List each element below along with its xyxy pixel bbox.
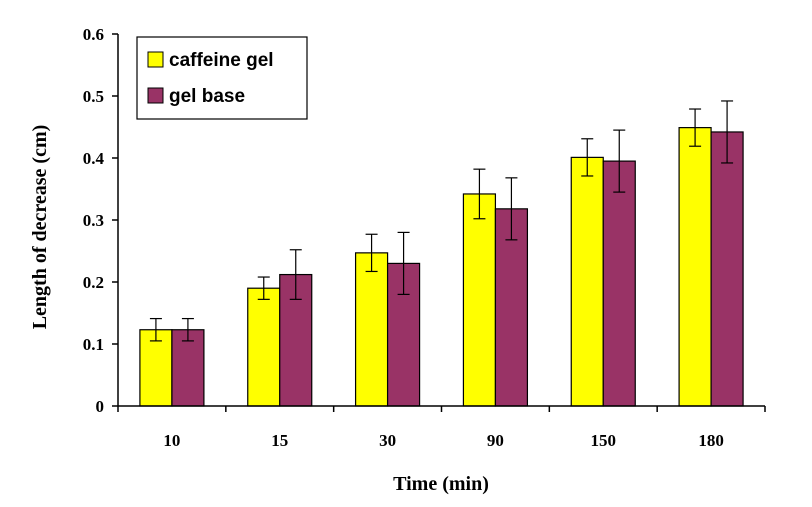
x-tick-label: 180 [698,431,724,450]
error-bars-layer [149,100,734,342]
x-tick-label: 15 [271,431,288,450]
bar-caffeine-gel [678,127,712,407]
bar-gel-base [386,262,421,407]
bar-gel-base [171,329,205,407]
y-tick-label: 0.5 [83,87,104,106]
error-bar-gel-base [397,231,410,295]
error-bar-gel-base [613,129,626,193]
legend: caffeine gel gel base [136,36,308,120]
bar-caffeine-gel [462,193,497,407]
error-bar-gel-base [289,249,302,300]
y-tick-label: 0.6 [83,25,104,44]
x-axis-title: Time (min) [393,473,489,495]
y-tick-label: 0 [96,397,105,416]
x-tick-label: 90 [487,431,504,450]
x-ticks: 10 15 30 90 150 180 [117,406,766,450]
x-tick-label: 30 [379,431,396,450]
error-bar-caffeine-gel [149,317,162,342]
error-bar-gel-base [181,317,194,342]
error-bar-caffeine-gel [689,108,702,147]
y-tick-label: 0.2 [83,273,104,292]
bar-gel-base [710,131,744,407]
bar-caffeine-gel [247,287,281,407]
legend-label-gel-base: gel base [169,86,245,107]
error-bar-caffeine-gel [365,233,378,273]
y-tick-label: 0.3 [83,211,104,230]
legend-label-caffeine-gel: caffeine gel [169,50,274,71]
bar-caffeine-gel [570,156,604,407]
x-tick-label: 150 [591,431,617,450]
legend-swatch-gel-base [147,87,164,104]
y-ticks: 0 0.1 0.2 0.3 0.4 0.5 0.6 [83,25,118,416]
x-tick-label: 10 [163,431,180,450]
error-bar-caffeine-gel [581,138,594,177]
y-tick-label: 0.1 [83,335,104,354]
error-bar-gel-base [505,177,518,241]
legend-box [136,36,308,120]
error-bar-caffeine-gel [473,168,486,220]
bars-layer [139,127,744,407]
error-bar-caffeine-gel [257,276,270,300]
bar-caffeine-gel [354,252,389,407]
legend-swatch-caffeine-gel [147,51,164,68]
bar-caffeine-gel [139,329,173,407]
y-tick-label: 0.4 [83,149,105,168]
y-axis-title: Length of decrease (cm) [29,125,51,330]
error-bar-gel-base [721,100,734,164]
bar-gel-base [602,160,636,407]
